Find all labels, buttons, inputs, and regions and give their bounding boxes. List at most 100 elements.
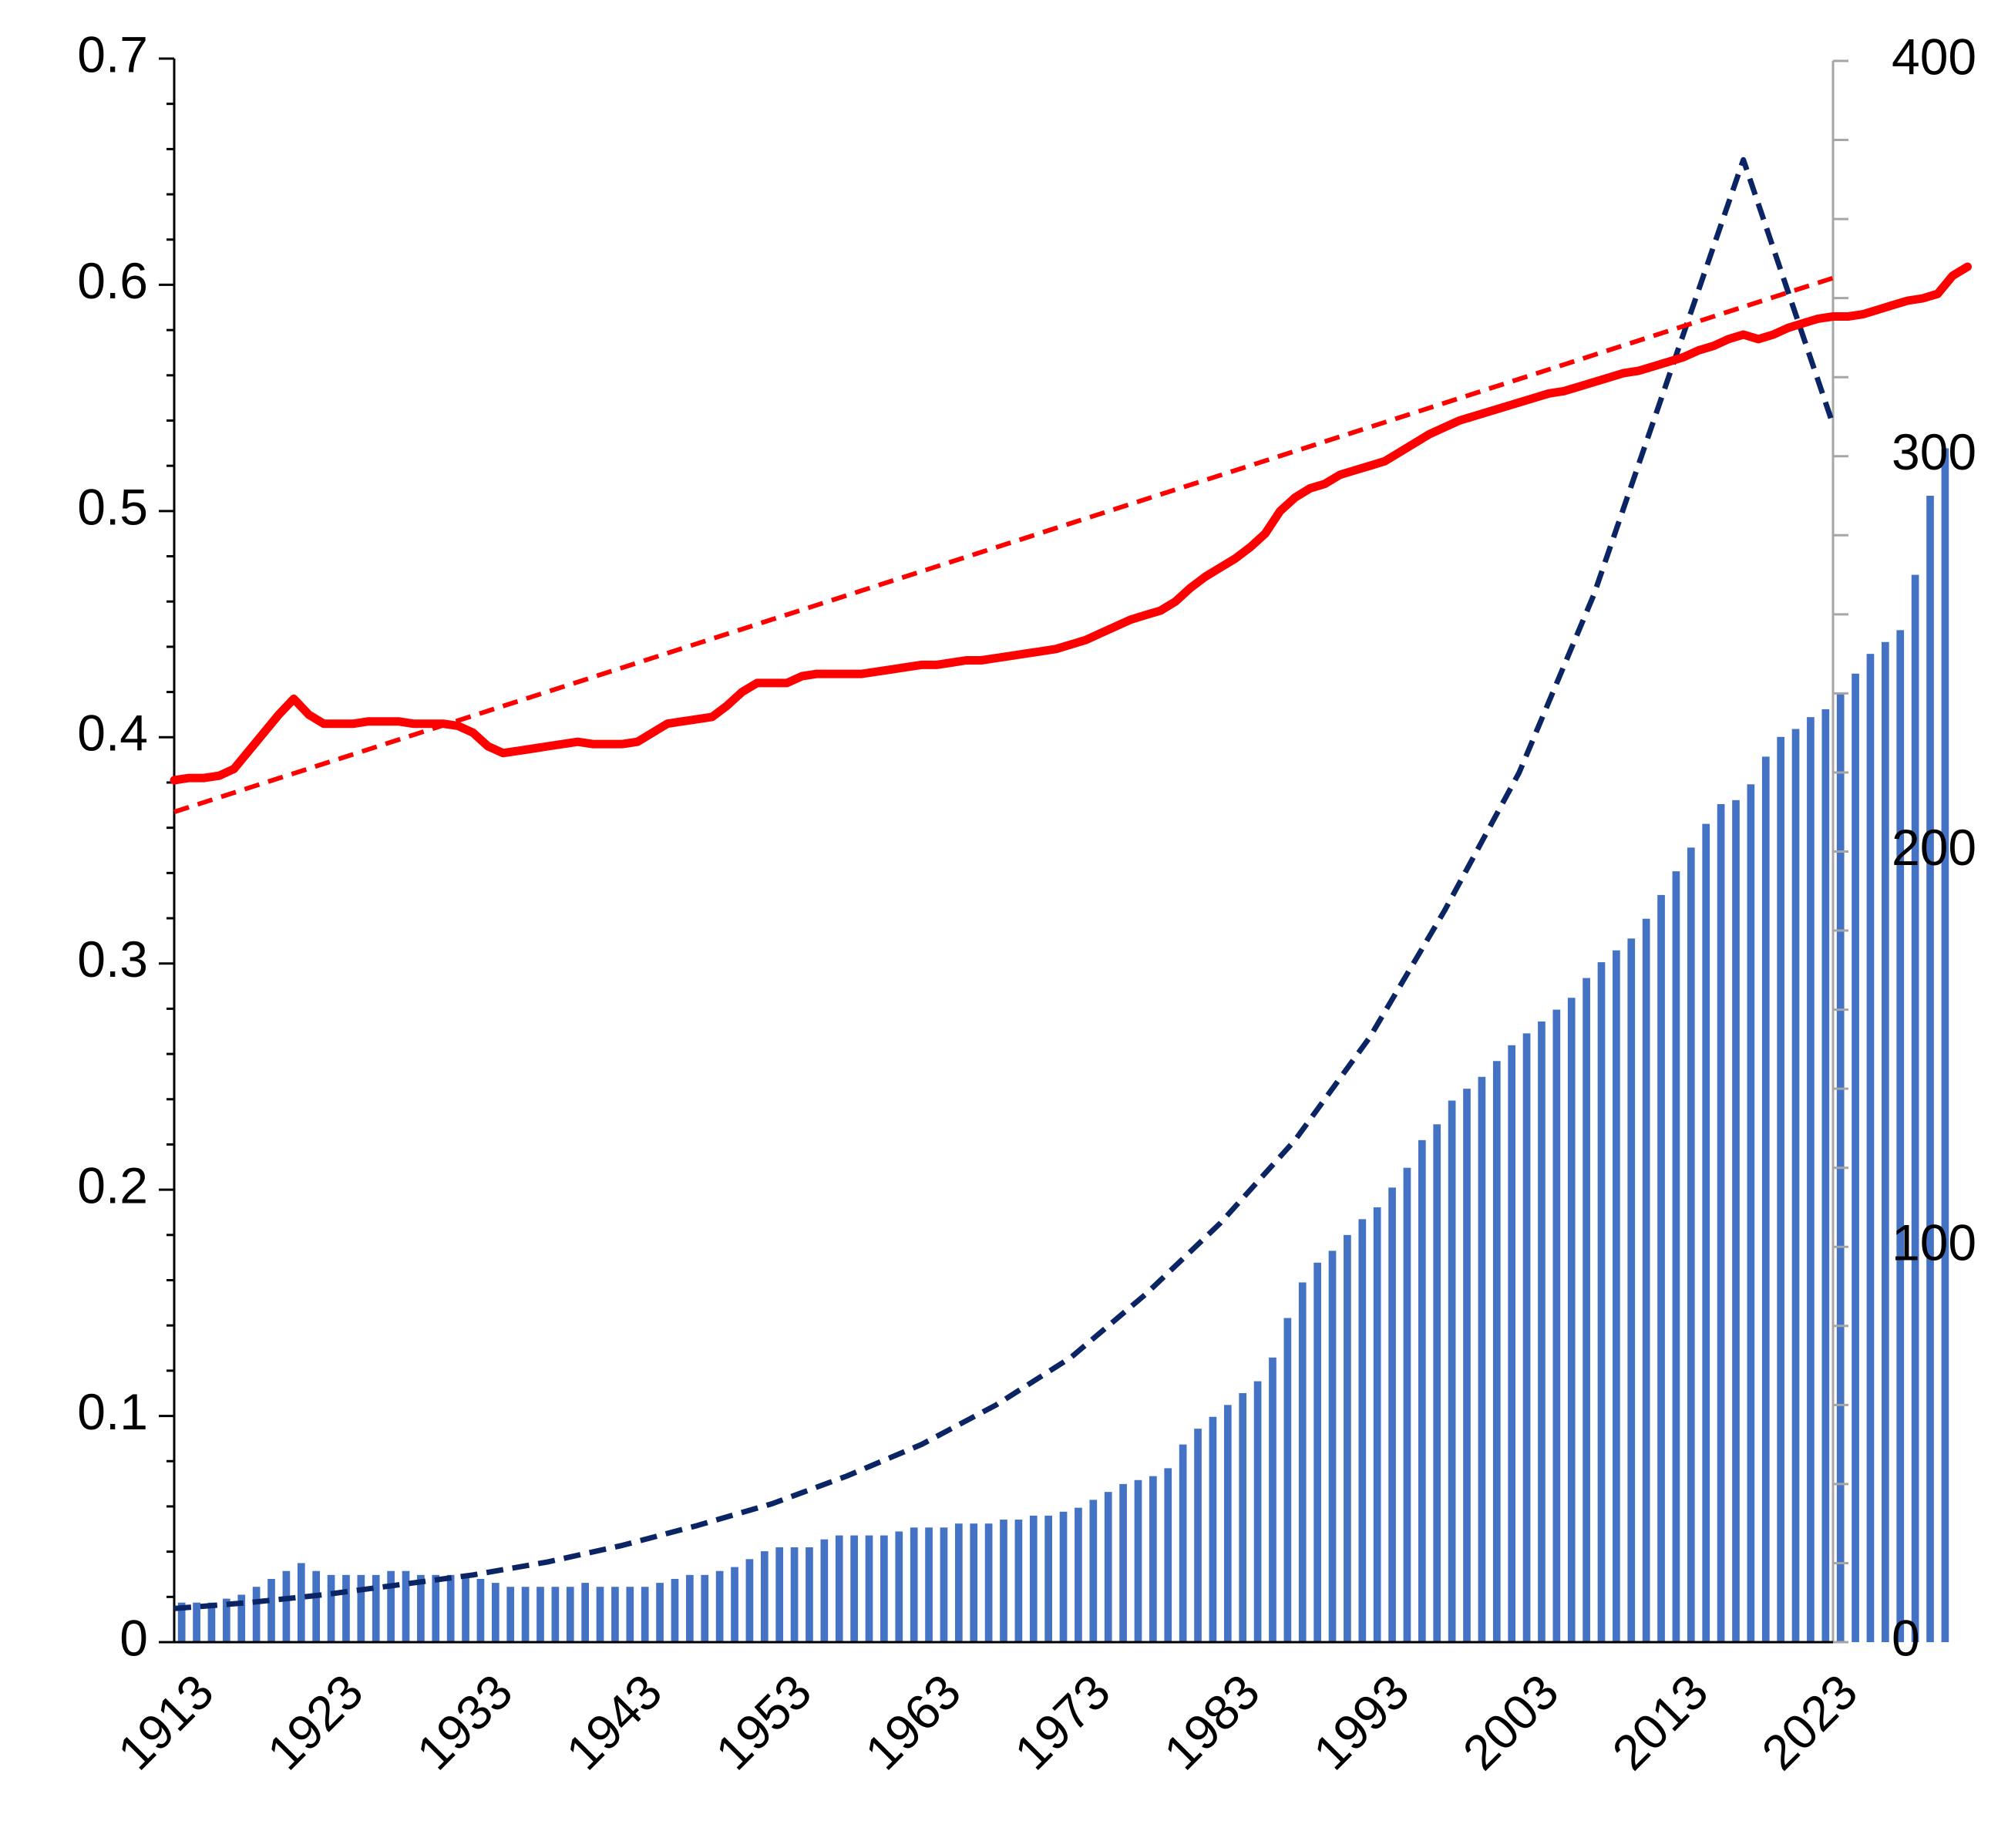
bar-1939 [566, 1587, 574, 1642]
bar-1976 [1119, 1483, 1127, 1642]
bar-1927 [387, 1570, 395, 1642]
bar-1993 [1373, 1207, 1381, 1642]
bar-2018 [1747, 784, 1755, 1642]
bar-1932 [462, 1574, 469, 1642]
bar-2005 [1552, 1009, 1561, 1642]
bar-1961 [895, 1531, 903, 1642]
bar-1944 [641, 1587, 649, 1642]
right-tick-label: 300 [1892, 423, 1976, 480]
bar-1994 [1388, 1187, 1396, 1642]
bar-1956 [820, 1539, 829, 1642]
x-tick-label: 1943 [556, 1664, 673, 1781]
bar-1917 [237, 1594, 246, 1642]
bar-2025 [1852, 673, 1859, 1642]
bar-1974 [1089, 1500, 1098, 1642]
bar-1960 [880, 1535, 888, 1642]
x-tick-label: 1973 [1004, 1664, 1121, 1781]
bar-1946 [671, 1578, 679, 1642]
bar-1972 [1059, 1511, 1068, 1642]
bar-1924 [342, 1574, 350, 1642]
bar-1938 [551, 1587, 560, 1642]
bar-2020 [1777, 736, 1784, 1642]
bar-1952 [760, 1551, 769, 1642]
left-tick-label: 0.7 [77, 25, 148, 82]
bar-1959 [865, 1535, 873, 1642]
bar-1948 [701, 1574, 709, 1642]
x-tick-label: 1913 [107, 1664, 224, 1781]
bar-2016 [1717, 803, 1725, 1642]
bar-2030 [1926, 496, 1934, 1642]
bar-1942 [611, 1587, 619, 1642]
bar-1936 [521, 1587, 530, 1642]
x-tick-label: 1963 [854, 1664, 971, 1781]
bar-1978 [1149, 1476, 1157, 1642]
bar-2027 [1882, 641, 1889, 1642]
red-trend-line [173, 275, 1834, 814]
bar-2009 [1613, 950, 1620, 1642]
left-tick-label: 0.3 [77, 931, 148, 988]
bar-1934 [491, 1583, 499, 1642]
bar-1967 [984, 1523, 993, 1642]
bar-2007 [1583, 978, 1590, 1642]
bar-1931 [446, 1574, 455, 1642]
left-tick-label: 0.2 [77, 1157, 148, 1214]
left-tick-label: 0.4 [77, 705, 148, 762]
bar-1964 [940, 1527, 948, 1642]
bar-1966 [970, 1523, 978, 1642]
bar-1979 [1164, 1468, 1172, 1642]
bar-1958 [850, 1535, 858, 1642]
bar-1915 [207, 1602, 216, 1642]
bar-2010 [1627, 938, 1636, 1642]
bar-1947 [686, 1574, 694, 1642]
bar-1983 [1223, 1405, 1232, 1642]
bar-1920 [282, 1570, 291, 1642]
x-tick-label: 2023 [1751, 1664, 1868, 1781]
bar-2001 [1492, 1061, 1501, 1642]
bar-1918 [252, 1587, 261, 1642]
bar-1980 [1179, 1444, 1187, 1643]
right-tick-label: 100 [1892, 1214, 1976, 1271]
bar-2003 [1522, 1033, 1531, 1642]
bar-1925 [357, 1574, 365, 1642]
bar-1941 [596, 1587, 604, 1642]
bar-1997 [1433, 1124, 1441, 1642]
bar-1930 [432, 1574, 440, 1642]
bar-1926 [372, 1574, 380, 1642]
bar-1984 [1239, 1392, 1247, 1642]
bar-1962 [910, 1527, 918, 1642]
x-tick-label: 1953 [705, 1664, 822, 1781]
bar-1928 [402, 1570, 410, 1642]
bar-1935 [506, 1587, 515, 1642]
bar-1913 [177, 1602, 186, 1642]
bar-1975 [1104, 1492, 1112, 1642]
bar-2015 [1702, 823, 1710, 1642]
bar-1951 [745, 1559, 754, 1642]
left-tick-label: 0 [119, 1609, 148, 1666]
bar-1937 [536, 1587, 544, 1642]
bar-2014 [1687, 847, 1695, 1642]
bar-1998 [1448, 1100, 1456, 1642]
bar-2006 [1567, 998, 1576, 1642]
red-data-line [170, 262, 1972, 785]
bar-1950 [731, 1567, 738, 1642]
bar-1988 [1298, 1282, 1307, 1642]
bar-1945 [656, 1583, 664, 1642]
bar-1954 [790, 1547, 799, 1642]
bar-2017 [1732, 799, 1740, 1642]
bar-1914 [193, 1602, 200, 1642]
bar-1953 [775, 1547, 784, 1642]
bar-1940 [581, 1583, 589, 1642]
left-tick-label: 0.1 [77, 1383, 148, 1440]
bar-2019 [1761, 756, 1770, 1643]
bar-1973 [1075, 1507, 1082, 1642]
bar-2028 [1896, 630, 1905, 1642]
bar-2023 [1821, 709, 1830, 1643]
bar-2008 [1597, 962, 1606, 1642]
x-tick-label: 1993 [1303, 1664, 1420, 1781]
bar-1992 [1358, 1219, 1367, 1642]
bar-2000 [1478, 1076, 1486, 1642]
bar-2011 [1642, 918, 1650, 1642]
bar-1919 [267, 1578, 275, 1642]
x-tick-label: 1923 [257, 1664, 374, 1781]
bar-1923 [327, 1574, 335, 1642]
